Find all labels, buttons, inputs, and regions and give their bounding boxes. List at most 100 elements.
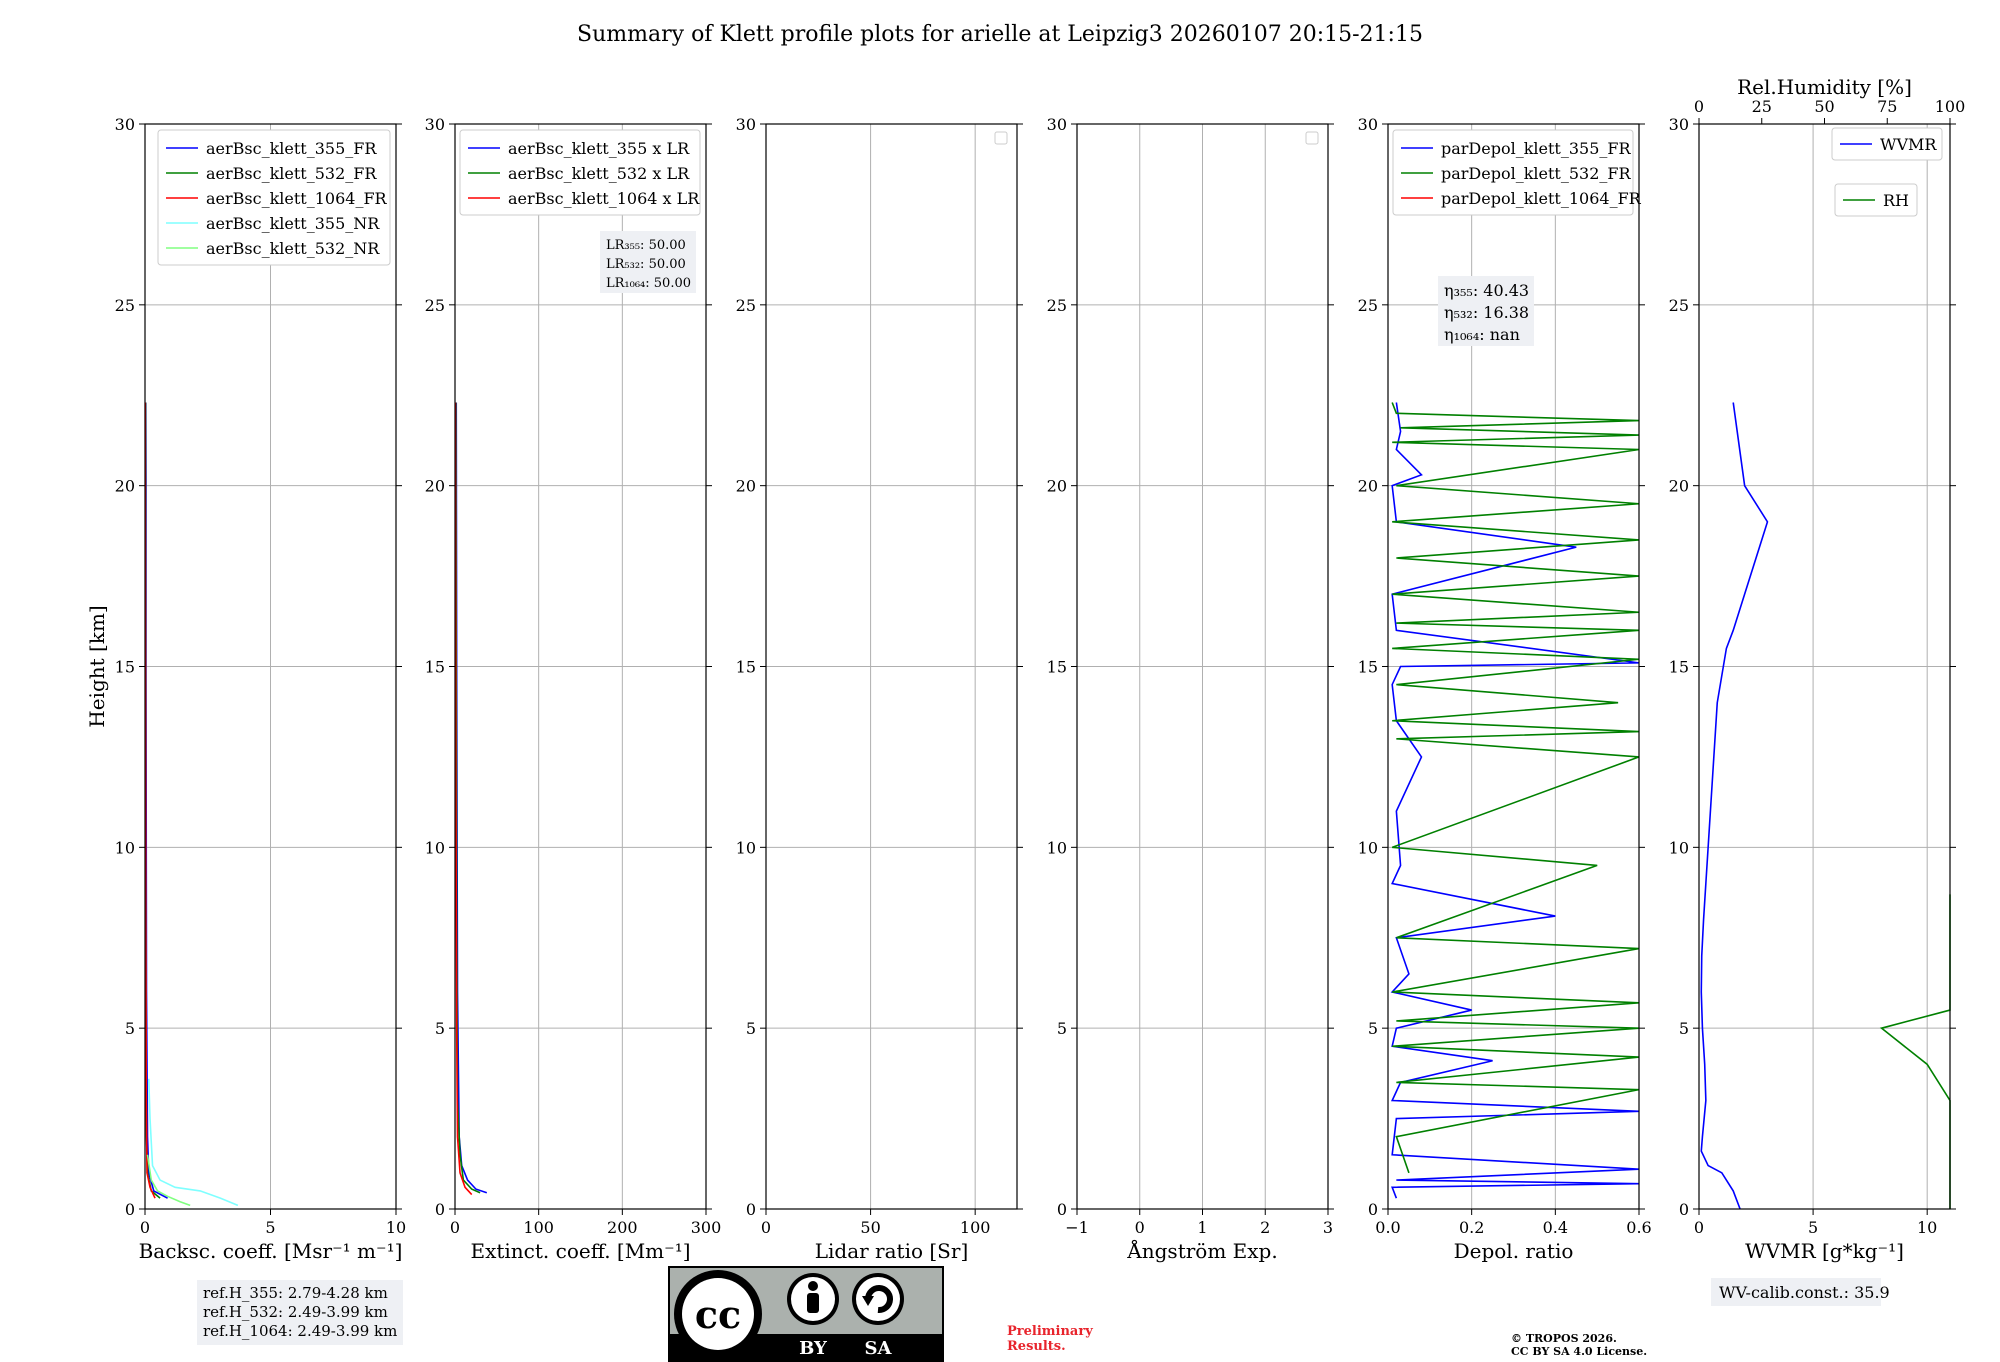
bsc-ytick-label: 5 bbox=[125, 1019, 135, 1038]
bsc-legend-label: aerBsc_klett_355_FR bbox=[206, 139, 377, 158]
ref-height-355: ref.H_355: 2.79-4.28 km bbox=[203, 1284, 388, 1302]
lr-xtick-label: 50 bbox=[860, 1218, 880, 1237]
wv-xtick-label: 5 bbox=[1808, 1218, 1818, 1237]
depol-xtick-label: 0.2 bbox=[1459, 1218, 1484, 1237]
ext-legend-label: aerBsc_klett_355 x LR bbox=[508, 139, 690, 158]
bsc-ytick-label: 30 bbox=[115, 115, 135, 134]
lr-xtick-label: 0 bbox=[761, 1218, 771, 1237]
wv-calib-box bbox=[1711, 1278, 1881, 1306]
copyright-line-1: © TROPOS 2026. bbox=[1511, 1332, 1617, 1345]
lr-ytick-label: 20 bbox=[736, 477, 756, 496]
lr-ytick-label: 10 bbox=[736, 838, 756, 857]
bsc-xtick-label: 5 bbox=[265, 1218, 275, 1237]
wv-legend-label: WVMR bbox=[1880, 135, 1937, 154]
lr-xtick-label: 100 bbox=[960, 1218, 991, 1237]
ext-xtick-label: 0 bbox=[450, 1218, 460, 1237]
ext-xtick-label: 200 bbox=[607, 1218, 638, 1237]
wv-ytick-label: 10 bbox=[1669, 838, 1689, 857]
ang-ytick-label: 20 bbox=[1047, 477, 1067, 496]
depol-series-0 bbox=[1390, 402, 1640, 1199]
wv-ytick-label: 15 bbox=[1669, 658, 1689, 677]
lr-ytick-label: 25 bbox=[736, 296, 756, 315]
wv-top-xtick-label: 0 bbox=[1694, 97, 1704, 116]
sa-icon-inner bbox=[856, 1277, 900, 1321]
ang-ytick-label: 0 bbox=[1057, 1200, 1067, 1219]
wv-ytick-label: 0 bbox=[1679, 1200, 1689, 1219]
depol-ytick-label: 10 bbox=[1358, 838, 1378, 857]
ang-xtick-label: 3 bbox=[1323, 1218, 1333, 1237]
depol-xtick-label: 0.4 bbox=[1543, 1218, 1568, 1237]
wv-top-xtick-label: 25 bbox=[1752, 97, 1772, 116]
wv-top-xtick-label: 75 bbox=[1877, 97, 1897, 116]
figure-title: Summary of Klett profile plots for ariel… bbox=[577, 22, 1423, 47]
wv-xtick-label: 10 bbox=[1917, 1218, 1937, 1237]
wv-xlabel: WVMR [g*kg⁻¹] bbox=[1745, 1239, 1904, 1263]
depol-legend-box bbox=[1392, 129, 1634, 216]
ref-height-1064: ref.H_1064: 2.49-3.99 km bbox=[203, 1322, 398, 1340]
wv-top-xtick-label: 100 bbox=[1935, 97, 1966, 116]
ext-legend-label: aerBsc_klett_532 x LR bbox=[508, 164, 690, 183]
ang-xlabel: Ångström Exp. bbox=[1126, 1238, 1277, 1263]
ext-lr-label: LR₁₀₆₄: 50.00 bbox=[606, 276, 691, 291]
ext-lr-label: LR₅₃₂: 50.00 bbox=[606, 257, 686, 272]
ang-ytick-label: 10 bbox=[1047, 838, 1067, 857]
wv-xtick-label: 0 bbox=[1694, 1218, 1704, 1237]
depol-ytick-label: 0 bbox=[1368, 1200, 1378, 1219]
ext-series-0 bbox=[455, 402, 488, 1194]
sa-icon-arrowhead bbox=[862, 1296, 874, 1306]
lr-ytick-label: 30 bbox=[736, 115, 756, 134]
bsc-legend-label: aerBsc_klett_1064_FR bbox=[206, 189, 388, 208]
bsc-legend-label: aerBsc_klett_532_FR bbox=[206, 164, 377, 183]
bsc-legend-box bbox=[157, 129, 391, 266]
ext-ytick-label: 10 bbox=[425, 838, 445, 857]
depol-ytick-label: 25 bbox=[1358, 296, 1378, 315]
bsc-ytick-label: 25 bbox=[115, 296, 135, 315]
ang-xtick-label: 0 bbox=[1135, 1218, 1145, 1237]
ref-height-532: ref.H_532: 2.49-3.99 km bbox=[203, 1303, 388, 1321]
depol-legend-label: parDepol_klett_532_FR bbox=[1441, 164, 1632, 183]
depol-ytick-label: 30 bbox=[1358, 115, 1378, 134]
wv-ytick-label: 20 bbox=[1669, 477, 1689, 496]
ang-ytick-label: 25 bbox=[1047, 296, 1067, 315]
lr-ytick-label: 5 bbox=[746, 1019, 756, 1038]
depol-legend-label: parDepol_klett_355_FR bbox=[1441, 139, 1632, 158]
sa-label: SA bbox=[865, 1338, 893, 1359]
ext-legend-label: aerBsc_klett_1064 x LR bbox=[508, 189, 700, 208]
ang-ytick-label: 30 bbox=[1047, 115, 1067, 134]
wv-series-1 bbox=[1879, 894, 1951, 1209]
ext-ytick-label: 20 bbox=[425, 477, 445, 496]
ext-ytick-label: 0 bbox=[435, 1200, 445, 1219]
cc-logo-text: cc bbox=[695, 1292, 741, 1337]
rh-legend-label: RH bbox=[1883, 191, 1909, 210]
bsc-ytick-label: 10 bbox=[115, 838, 135, 857]
reference-height-box: ref.H_355: 2.79-4.28 km ref.H_532: 2.49-… bbox=[197, 1280, 404, 1345]
depol-eta-label: η₁₀₆₄: nan bbox=[1444, 325, 1520, 344]
lr-xlabel: Lidar ratio [Sr] bbox=[815, 1239, 969, 1263]
depol-series-1 bbox=[1391, 402, 1640, 1174]
depol-xtick-label: 0.6 bbox=[1626, 1218, 1651, 1237]
bsc-ytick-label: 20 bbox=[115, 477, 135, 496]
depol-legend-label: parDepol_klett_1064_FR bbox=[1441, 189, 1642, 208]
ext-ytick-label: 25 bbox=[425, 296, 445, 315]
ext-xlabel: Extinct. coeff. [Mm⁻¹] bbox=[470, 1239, 690, 1263]
bsc-legend-label: aerBsc_klett_532_NR bbox=[206, 239, 380, 258]
sa-icon-arrow bbox=[865, 1285, 893, 1314]
bsc-ytick-label: 15 bbox=[115, 658, 135, 677]
ang-xtick-label: 2 bbox=[1260, 1218, 1270, 1237]
preliminary-line-1: Preliminary bbox=[1007, 1324, 1093, 1339]
ext-ytick-label: 5 bbox=[435, 1019, 445, 1038]
ang-xtick-label: 1 bbox=[1197, 1218, 1207, 1237]
ext-series-1 bbox=[455, 402, 481, 1194]
bsc-legend-label: aerBsc_klett_355_NR bbox=[206, 214, 380, 233]
ext-ytick-label: 30 bbox=[425, 115, 445, 134]
by-icon-head bbox=[808, 1281, 818, 1291]
preliminary-results-note: Preliminary Results. bbox=[1007, 1324, 1093, 1354]
cc-by-sa-license-badge: cc BY SA bbox=[668, 1266, 944, 1362]
rh-legend-box bbox=[1834, 183, 1918, 217]
copyright-line-2: CC BY SA 4.0 License. bbox=[1511, 1345, 1648, 1358]
cc-circle-inner bbox=[682, 1278, 754, 1350]
depol-eta-label: η₃₅₅: 40.43 bbox=[1444, 281, 1529, 300]
ang-ytick-label: 5 bbox=[1057, 1019, 1067, 1038]
ext-lr-label: LR₃₅₅: 50.00 bbox=[606, 238, 686, 253]
